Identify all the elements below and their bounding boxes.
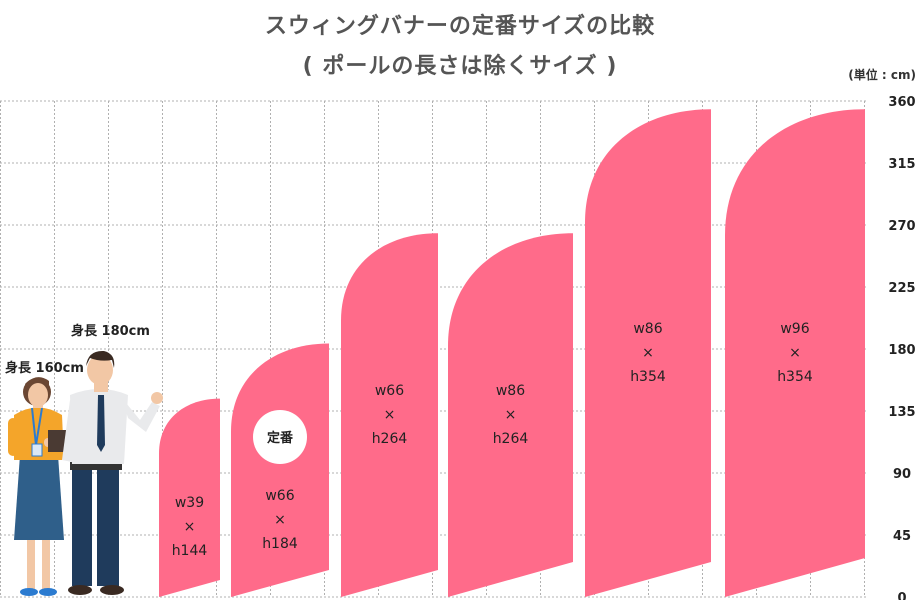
- banner-height-label: h264: [493, 431, 529, 447]
- banner-width-label: w66: [375, 383, 404, 399]
- y-tick-label: 360: [888, 95, 915, 110]
- y-axis: 0 45 90 135 180 225 270 315 360: [888, 95, 915, 600]
- featured-badge: 定番: [253, 410, 307, 464]
- y-tick-label: 90: [893, 467, 911, 482]
- chart-title: スウィングバナーの定番サイズの比較: [264, 14, 656, 39]
- banner-height-label: h264: [372, 431, 408, 447]
- banner-times-label: ×: [384, 407, 396, 423]
- banner-times-label: ×: [274, 512, 286, 528]
- person-180-label: 身長 180cm: [71, 323, 150, 339]
- banner-width-label: w86: [496, 383, 525, 399]
- banner-height-label: h354: [777, 369, 813, 385]
- unit-label: (単位 : cm): [848, 68, 916, 82]
- y-tick-label: 135: [888, 405, 915, 420]
- y-tick-label: 225: [888, 281, 915, 296]
- banner-height-label: h184: [262, 536, 298, 552]
- person-160-label: 身長 160cm: [5, 360, 84, 376]
- banner-shape: [159, 398, 220, 597]
- y-tick-label: 0: [897, 591, 906, 600]
- banner-shape: [448, 233, 573, 597]
- banner-height-label: h354: [630, 369, 666, 385]
- y-tick-label: 45: [893, 529, 911, 544]
- banner-shape: [585, 109, 711, 598]
- banner-width-label: w66: [265, 488, 294, 504]
- banner-times-label: ×: [505, 407, 517, 423]
- y-tick-label: 180: [888, 343, 915, 358]
- banner-width-label: w39: [175, 495, 204, 511]
- banner-width-label: w96: [780, 321, 809, 337]
- person-160: [8, 377, 66, 596]
- banners: w39 × h144 w66 × h184 w66 × h264 w86 × h264 w86 × h354…: [159, 109, 865, 598]
- chart-subtitle: ( ポールの長さは除くサイズ ): [302, 54, 618, 79]
- featured-badge-label: 定番: [266, 430, 294, 446]
- banner-shape: [725, 109, 865, 598]
- y-tick-label: 270: [888, 219, 915, 234]
- banner-shape: [231, 343, 329, 597]
- banner-width-label: w86: [633, 321, 662, 337]
- person-180: [62, 350, 163, 595]
- banner-times-label: ×: [184, 519, 196, 535]
- banner-times-label: ×: [789, 345, 801, 361]
- banner-times-label: ×: [642, 345, 654, 361]
- banner-height-label: h144: [172, 543, 208, 559]
- y-tick-label: 315: [888, 157, 915, 172]
- banner-shape: [341, 233, 438, 597]
